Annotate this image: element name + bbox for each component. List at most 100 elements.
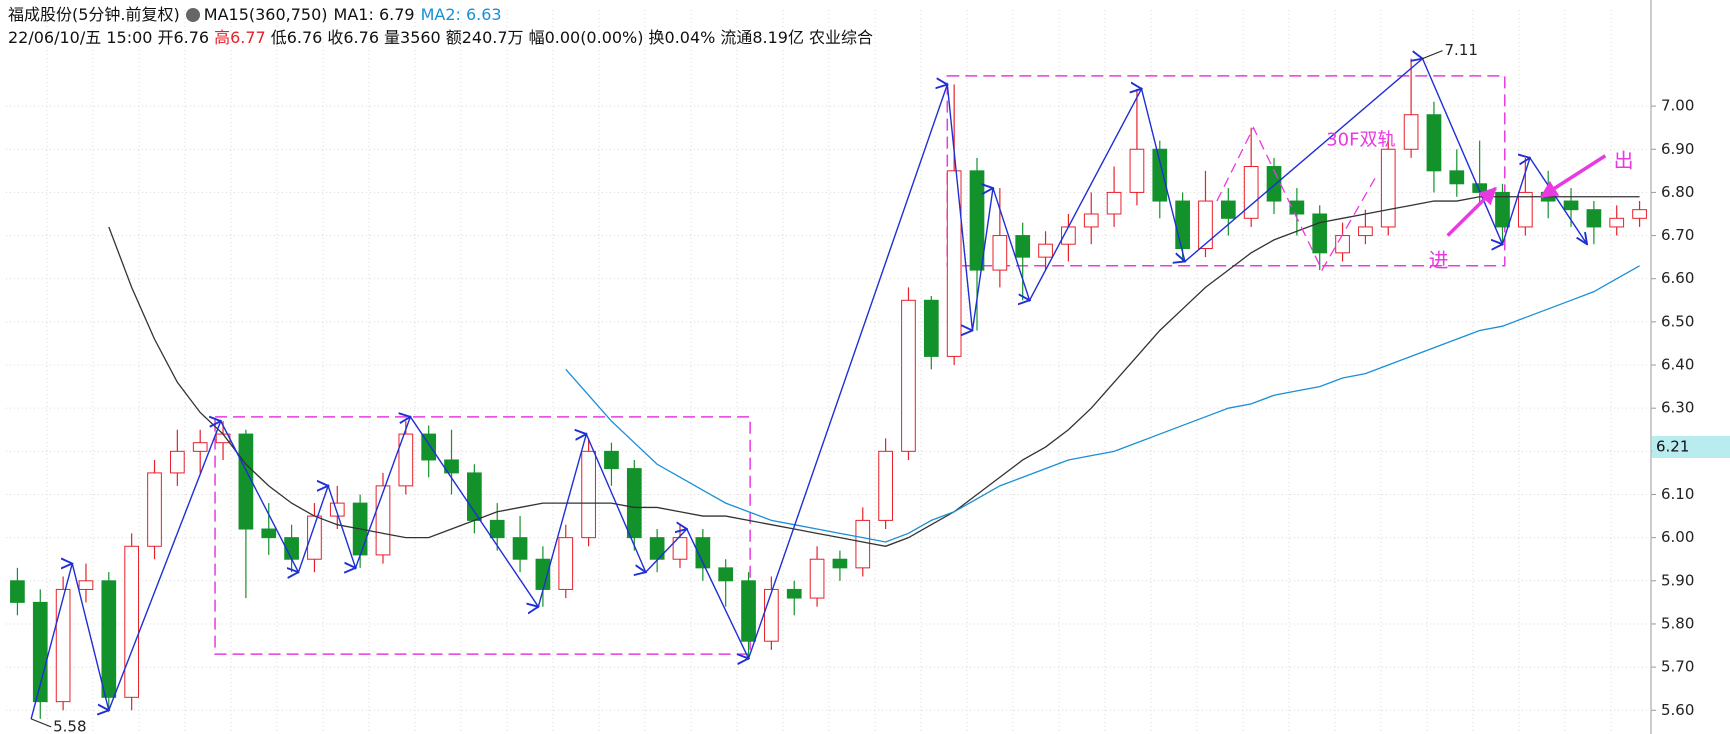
candle-body xyxy=(261,528,277,539)
zigzag-line xyxy=(30,59,1587,720)
info-item: 低6.76 xyxy=(270,28,323,47)
candle-body xyxy=(809,558,825,599)
y-tick-label: 6.50 xyxy=(1661,312,1694,330)
candle-body xyxy=(832,558,848,569)
legend-entry: MA2: 6.63 xyxy=(420,5,502,24)
candle-body xyxy=(878,450,893,521)
y-tick-label: 5.70 xyxy=(1661,658,1694,676)
candle-body xyxy=(1015,235,1031,258)
info-item: 额240.7万 xyxy=(445,28,524,47)
candle-body xyxy=(10,580,25,603)
candle-body xyxy=(764,588,779,642)
info-item: 开6.76 xyxy=(157,28,210,47)
legend-entry: MA1: 6.79 xyxy=(333,5,415,24)
info-item: 流通8.19亿 xyxy=(720,28,804,47)
candle-body xyxy=(1358,226,1373,237)
y-tick-label: 6.60 xyxy=(1661,269,1694,287)
candle-body xyxy=(969,170,985,271)
info-item: 农业综合 xyxy=(809,28,874,47)
extreme-label: 5.58 xyxy=(53,717,86,734)
ma-line xyxy=(565,265,1640,543)
extreme-pointer xyxy=(30,718,52,728)
candle-body xyxy=(1129,148,1145,193)
candle-body xyxy=(78,580,94,590)
signal-arrow xyxy=(1446,186,1497,237)
double-track-line xyxy=(1216,126,1378,272)
candle-body xyxy=(1586,209,1602,228)
candle-body xyxy=(1038,243,1053,258)
y-tick-label: 6.30 xyxy=(1661,399,1694,417)
info-item: 收6.76 xyxy=(327,28,380,47)
info-item: 换0.04% xyxy=(648,28,716,47)
info-line: 22/06/10/五 15:00 开6.76 高6.77 低6.76 收6.76 量356… xyxy=(8,26,878,49)
info-item: 幅0.00(0.00%) xyxy=(528,28,644,47)
candle-body xyxy=(1495,191,1510,228)
candle-body xyxy=(901,299,916,452)
candle-body xyxy=(1083,213,1099,228)
candle-body xyxy=(1243,166,1259,219)
y-tick-label: 6.90 xyxy=(1661,140,1694,158)
extreme-label: 7.11 xyxy=(1445,41,1478,59)
info-item: 量3560 xyxy=(384,28,441,47)
candle-body xyxy=(1563,200,1579,211)
candle-body xyxy=(1312,213,1328,254)
candle-body xyxy=(1289,200,1305,215)
candle-body xyxy=(1198,200,1213,250)
candle-body xyxy=(786,588,802,599)
y-tick-label: 5.80 xyxy=(1661,614,1694,632)
candle-body xyxy=(1175,200,1190,250)
candle-body xyxy=(741,580,756,642)
y-tick-label: 5.60 xyxy=(1661,701,1694,719)
y-tick-label: 5.90 xyxy=(1661,571,1694,589)
info-item: 高6.77 xyxy=(214,28,266,47)
candle-body xyxy=(238,433,254,530)
y-tick-label: 6.80 xyxy=(1661,183,1694,201)
candle-body xyxy=(626,468,642,539)
candle-body xyxy=(467,472,482,521)
candle-body xyxy=(1632,209,1647,219)
candle-body xyxy=(1449,170,1465,185)
signal-label: 出 xyxy=(1614,149,1634,173)
range-box xyxy=(214,416,751,655)
candle-body xyxy=(604,450,619,470)
candle-body xyxy=(1380,148,1396,228)
header-line: 福成股份(5分钟.前复权) MA15(360,750) MA1: 6.79 MA2: … xyxy=(8,3,878,26)
candle-body xyxy=(1403,114,1419,150)
info-item: 22/06/10/五 15:00 xyxy=(8,28,153,47)
candle-body xyxy=(101,580,117,698)
candle-body xyxy=(992,235,1008,271)
candle-body xyxy=(1426,114,1442,172)
y-tick-label: 6.70 xyxy=(1661,226,1694,244)
title: 福成股份(5分钟.前复权) xyxy=(8,5,180,24)
signal-arrow xyxy=(1539,154,1607,199)
candle-body xyxy=(192,442,208,452)
signal-label: 进 xyxy=(1429,248,1449,272)
range-box xyxy=(946,75,1506,267)
y-tick-label: 7.00 xyxy=(1661,97,1694,115)
candle-body xyxy=(558,537,574,590)
indicator: MA15(360,750) xyxy=(203,5,328,24)
ma-line xyxy=(108,196,1640,547)
candle-body xyxy=(923,299,939,357)
candle-body xyxy=(855,519,871,569)
menu-icon[interactable] xyxy=(185,8,200,22)
candle-body xyxy=(581,450,596,539)
y-tick-label: 6.40 xyxy=(1661,356,1694,374)
candle-body xyxy=(512,537,528,560)
candle-body xyxy=(1152,148,1168,202)
extreme-pointer xyxy=(1422,50,1443,60)
header: 福成股份(5分钟.前复权) MA15(360,750) MA1: 6.79 MA2: … xyxy=(8,3,878,49)
candle-body xyxy=(55,588,71,703)
candle-body xyxy=(124,545,140,698)
candle-body xyxy=(32,601,48,703)
candle-body xyxy=(1517,191,1533,228)
candle-body xyxy=(147,472,162,547)
candle-body xyxy=(489,519,505,539)
cursor-price-label: 6.21 xyxy=(1656,438,1689,456)
y-tick-label: 6.10 xyxy=(1661,485,1694,503)
candle-body xyxy=(1106,191,1122,215)
annotation: 30F双轨 xyxy=(1326,130,1395,151)
candle-body xyxy=(170,450,185,474)
